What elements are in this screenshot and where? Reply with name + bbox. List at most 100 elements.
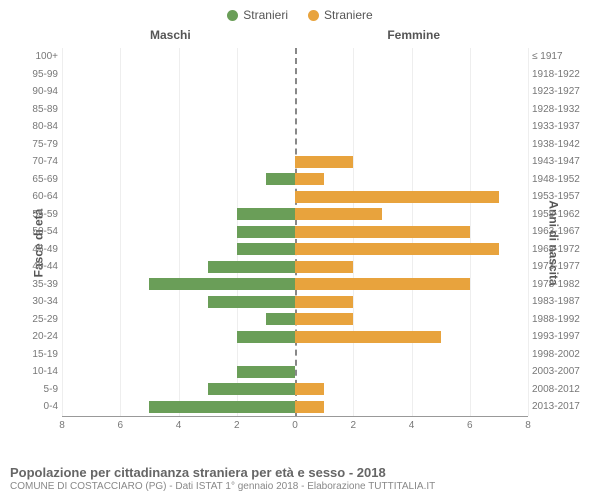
- age-label: 50-54: [20, 226, 58, 237]
- legend-item-male: Stranieri: [227, 8, 288, 22]
- birth-year-label: 1918-1922: [532, 69, 588, 80]
- legend-label-female: Straniere: [324, 8, 373, 22]
- age-label: 70-74: [20, 156, 58, 167]
- plot-inner: 100+≤ 191795-991918-192290-941923-192785…: [62, 48, 528, 416]
- birth-year-label: 1928-1932: [532, 104, 588, 115]
- pyramid-row: 20-241993-1997: [62, 328, 528, 346]
- gridline: [528, 48, 529, 416]
- x-tick: 6: [117, 420, 123, 431]
- age-label: 60-64: [20, 191, 58, 202]
- pyramid-row: 65-691948-1952: [62, 171, 528, 189]
- x-tick: 2: [350, 420, 356, 431]
- x-tick: 0: [292, 420, 298, 431]
- pyramid-row: 55-591958-1962: [62, 206, 528, 224]
- age-label: 75-79: [20, 139, 58, 150]
- pyramid-row: 50-541963-1967: [62, 223, 528, 241]
- male-bar: [237, 208, 295, 220]
- legend-item-female: Straniere: [308, 8, 373, 22]
- pyramid-row: 40-441973-1977: [62, 258, 528, 276]
- pyramid-row: 60-641953-1957: [62, 188, 528, 206]
- x-axis: 864202468: [62, 416, 528, 438]
- female-bar: [295, 278, 470, 290]
- pyramid-row: 25-291988-1992: [62, 311, 528, 329]
- female-bar: [295, 383, 324, 395]
- birth-year-label: 1978-1982: [532, 279, 588, 290]
- female-bar: [295, 296, 353, 308]
- age-label: 25-29: [20, 314, 58, 325]
- male-bar: [208, 296, 295, 308]
- legend-label-male: Stranieri: [243, 8, 288, 22]
- age-label: 35-39: [20, 279, 58, 290]
- male-bar: [208, 383, 295, 395]
- age-label: 15-19: [20, 349, 58, 360]
- x-tick: 8: [59, 420, 65, 431]
- female-bar: [295, 208, 382, 220]
- male-bar: [149, 278, 295, 290]
- legend-dot-male: [227, 10, 238, 21]
- female-bar: [295, 226, 470, 238]
- pyramid-row: 15-191998-2002: [62, 346, 528, 364]
- male-bar: [208, 261, 295, 273]
- female-bar: [295, 313, 353, 325]
- birth-year-label: 1988-1992: [532, 314, 588, 325]
- birth-year-label: 1943-1947: [532, 156, 588, 167]
- pyramid-row: 35-391978-1982: [62, 276, 528, 294]
- bar-area: [62, 313, 528, 325]
- age-label: 20-24: [20, 331, 58, 342]
- bar-area: [62, 173, 528, 185]
- x-tick: 4: [176, 420, 182, 431]
- male-bar: [266, 173, 295, 185]
- chart-subtitle: COMUNE DI COSTACCIARO (PG) - Dati ISTAT …: [10, 481, 435, 492]
- pyramid-row: 5-92008-2012: [62, 381, 528, 399]
- plot-area: Fasce di età Anni di nascita 100+≤ 19179…: [0, 48, 600, 438]
- birth-year-label: 1968-1972: [532, 244, 588, 255]
- pyramid-row: 30-341983-1987: [62, 293, 528, 311]
- bar-area: [62, 208, 528, 220]
- female-bar: [295, 331, 441, 343]
- birth-year-label: 2003-2007: [532, 366, 588, 377]
- header-male: Maschi: [150, 28, 191, 42]
- pyramid-row: 95-991918-1922: [62, 66, 528, 84]
- age-label: 30-34: [20, 296, 58, 307]
- bar-area: [62, 51, 528, 63]
- bar-area: [62, 401, 528, 413]
- birth-year-label: ≤ 1917: [532, 51, 588, 62]
- x-tick: 4: [409, 420, 415, 431]
- age-label: 55-59: [20, 209, 58, 220]
- age-label: 10-14: [20, 366, 58, 377]
- male-bar: [237, 243, 295, 255]
- age-label: 90-94: [20, 86, 58, 97]
- age-label: 100+: [20, 51, 58, 62]
- bar-area: [62, 156, 528, 168]
- pyramid-row: 75-791938-1942: [62, 136, 528, 154]
- bar-area: [62, 278, 528, 290]
- birth-year-label: 1923-1927: [532, 86, 588, 97]
- female-bar: [295, 156, 353, 168]
- birth-year-label: 2013-2017: [532, 401, 588, 412]
- header-female: Femmine: [387, 28, 440, 42]
- birth-year-label: 1953-1957: [532, 191, 588, 202]
- pyramid-row: 10-142003-2007: [62, 363, 528, 381]
- age-label: 0-4: [20, 401, 58, 412]
- birth-year-label: 1958-1962: [532, 209, 588, 220]
- birth-year-label: 1973-1977: [532, 261, 588, 272]
- bar-area: [62, 226, 528, 238]
- bar-area: [62, 331, 528, 343]
- x-tick: 6: [467, 420, 473, 431]
- chart-footer: Popolazione per cittadinanza straniera p…: [10, 465, 435, 492]
- bar-area: [62, 103, 528, 115]
- bar-area: [62, 138, 528, 150]
- legend-dot-female: [308, 10, 319, 21]
- birth-year-label: 1993-1997: [532, 331, 588, 342]
- female-bar: [295, 243, 499, 255]
- birth-year-label: 1938-1942: [532, 139, 588, 150]
- pyramid-row: 90-941923-1927: [62, 83, 528, 101]
- birth-year-label: 1998-2002: [532, 349, 588, 360]
- birth-year-label: 1933-1937: [532, 121, 588, 132]
- bar-area: [62, 86, 528, 98]
- bar-area: [62, 68, 528, 80]
- x-tick: 2: [234, 420, 240, 431]
- age-label: 40-44: [20, 261, 58, 272]
- bar-area: [62, 261, 528, 273]
- chart-headers: Maschi Femmine: [0, 28, 600, 46]
